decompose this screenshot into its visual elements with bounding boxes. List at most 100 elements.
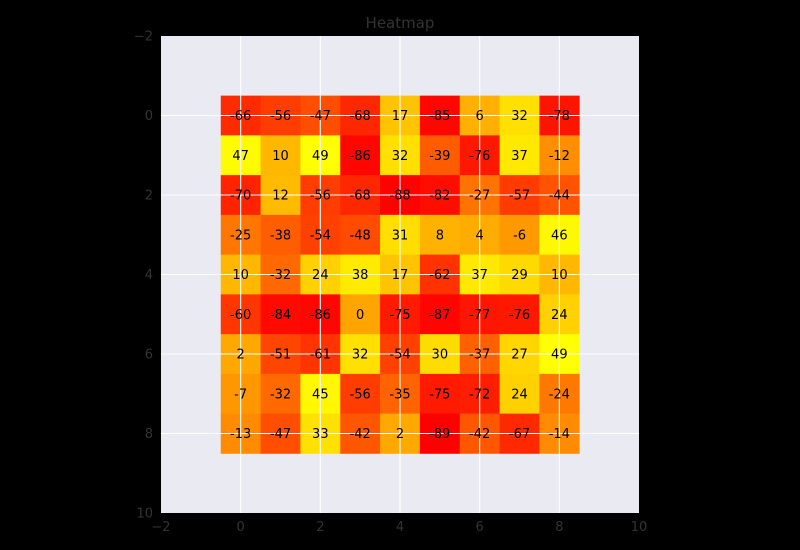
heatmap-cell <box>260 135 301 176</box>
chart-title: Heatmap <box>366 14 435 32</box>
cell-value-label: 24 <box>551 308 568 323</box>
y-tick-label: 4 <box>145 268 153 283</box>
cell-value-label: -84 <box>270 308 291 323</box>
cell-value-label: -42 <box>469 427 490 442</box>
heatmap-cell <box>419 214 461 256</box>
heatmap-cell <box>260 294 301 335</box>
cell-value-label: -72 <box>469 387 490 402</box>
cell-value-label: -78 <box>549 109 570 124</box>
heatmap-cell <box>419 294 461 335</box>
cell-value-label: 37 <box>471 268 488 283</box>
x-tick-label: 0 <box>237 520 245 535</box>
cell-value-label: -6 <box>513 228 526 243</box>
cell-value-label: 12 <box>272 189 289 204</box>
cell-value-label: 45 <box>312 387 329 402</box>
heatmap-cell <box>499 214 540 256</box>
cell-value-label: 27 <box>511 348 528 363</box>
x-tick-label: 4 <box>396 520 404 535</box>
cell-value-label: -68 <box>350 189 371 204</box>
cell-value-label: -25 <box>230 228 251 243</box>
heatmap-cell <box>340 214 381 256</box>
heatmap-cell <box>499 373 540 415</box>
heatmap-cell <box>340 373 381 415</box>
y-tick-label: 0 <box>145 109 153 124</box>
heatmap-cell <box>419 373 461 415</box>
y-tick-label: 6 <box>145 348 153 363</box>
cell-value-label: 49 <box>551 348 568 363</box>
cell-value-label: -54 <box>389 348 410 363</box>
heatmap-cell <box>340 294 381 335</box>
x-tick-label: 6 <box>476 520 484 535</box>
cell-value-label: -7 <box>234 387 247 402</box>
cell-value-label: 24 <box>312 268 329 283</box>
cell-value-label: 30 <box>432 348 449 363</box>
cell-value-label: -76 <box>469 149 490 164</box>
cell-value-label: 49 <box>312 149 329 164</box>
heatmap-cell <box>419 135 461 176</box>
y-tick-label: 10 <box>136 507 153 522</box>
cell-value-label: -37 <box>469 348 490 363</box>
x-tick-label: −2 <box>151 520 170 535</box>
cell-value-label: -87 <box>429 308 450 323</box>
cell-value-label: -32 <box>270 268 291 283</box>
heatmap-cell <box>260 373 301 415</box>
x-tick-label: 8 <box>555 520 563 535</box>
cell-value-label: 10 <box>272 149 289 164</box>
cell-value-label: 31 <box>392 228 409 243</box>
cell-value-label: -27 <box>469 189 490 204</box>
cell-value-label: 33 <box>312 427 329 442</box>
cell-value-label: 4 <box>476 228 484 243</box>
cell-value-label: -48 <box>350 228 371 243</box>
cell-value-label: 29 <box>511 268 528 283</box>
cell-value-label: -14 <box>549 427 570 442</box>
cell-value-label: -88 <box>389 189 410 204</box>
cell-value-label: 32 <box>511 109 528 124</box>
cell-value-label: 24 <box>511 387 528 402</box>
cell-value-label: -86 <box>350 149 371 164</box>
cell-value-label: -56 <box>270 109 291 124</box>
cell-value-label: 38 <box>352 268 369 283</box>
cell-value-label: -70 <box>230 189 251 204</box>
heatmap-cell <box>340 135 381 176</box>
cell-value-label: -82 <box>429 189 450 204</box>
cell-value-label: 8 <box>436 228 444 243</box>
y-tick-label: 8 <box>145 427 153 442</box>
cell-value-label: -86 <box>310 308 331 323</box>
heatmap-cell <box>260 214 301 256</box>
cell-value-label: -44 <box>549 189 570 204</box>
x-tick-label: 2 <box>316 520 324 535</box>
cell-value-label: 32 <box>352 348 369 363</box>
cell-value-label: -39 <box>429 149 450 164</box>
cell-value-label: 47 <box>232 149 249 164</box>
cell-value-label: 17 <box>392 268 409 283</box>
cell-value-label: 6 <box>476 109 484 124</box>
cell-value-label: -75 <box>429 387 450 402</box>
cell-value-label: 2 <box>237 348 245 363</box>
cell-value-label: -75 <box>389 308 410 323</box>
cell-value-label: -42 <box>350 427 371 442</box>
cell-value-label: 2 <box>396 427 404 442</box>
cell-value-label: -54 <box>310 228 331 243</box>
cell-value-label: -38 <box>270 228 291 243</box>
cell-value-label: -47 <box>310 109 331 124</box>
cell-value-label: 10 <box>232 268 249 283</box>
cell-value-label: 0 <box>356 308 364 323</box>
cell-value-label: 10 <box>551 268 568 283</box>
cell-value-label: -56 <box>350 387 371 402</box>
cell-value-label: -62 <box>429 268 450 283</box>
cell-value-label: -47 <box>270 427 291 442</box>
cell-value-label: -77 <box>469 308 490 323</box>
cell-value-label: -85 <box>429 109 450 124</box>
y-tick-label: −2 <box>134 30 153 45</box>
cell-value-label: 17 <box>392 109 409 124</box>
cell-value-label: -24 <box>549 387 570 402</box>
x-tick-label: 10 <box>631 520 648 535</box>
cell-value-label: -68 <box>350 109 371 124</box>
cell-value-label: -56 <box>310 189 331 204</box>
heatmap-cell <box>499 135 540 176</box>
cell-value-label: -35 <box>389 387 410 402</box>
cell-value-label: 32 <box>392 149 409 164</box>
cell-value-label: -76 <box>509 308 530 323</box>
